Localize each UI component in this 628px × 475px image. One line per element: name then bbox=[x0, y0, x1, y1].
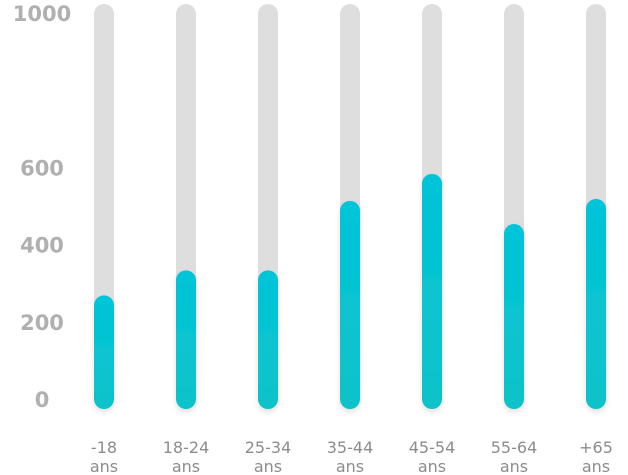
x-tick-label: -18 ans bbox=[90, 438, 118, 475]
bar bbox=[504, 224, 524, 409]
x-tick-label: 18-24 ans bbox=[163, 438, 210, 475]
y-axis: 0 200 400 600 1000 bbox=[13, 2, 71, 412]
bar bbox=[176, 270, 196, 409]
x-tick-label: 55-64 ans bbox=[491, 438, 538, 475]
y-tick-label: 600 bbox=[20, 156, 64, 180]
bar bbox=[94, 295, 114, 409]
bars bbox=[94, 173, 606, 409]
bar bbox=[422, 173, 442, 409]
y-tick-label: 0 bbox=[35, 388, 50, 412]
x-tick-label: +65 ans bbox=[579, 438, 613, 475]
bar bbox=[340, 200, 360, 409]
x-tick-label: 25-34 ans bbox=[245, 438, 292, 475]
bar bbox=[586, 198, 606, 409]
y-tick-label: 1000 bbox=[13, 2, 71, 26]
x-tick-label: 45-54 ans bbox=[409, 438, 456, 475]
x-axis: -18 ans 18-24 ans 25-34 ans 35-44 ans 45-54 ans 55… bbox=[90, 438, 613, 475]
x-tick-label: 35-44 ans bbox=[327, 438, 374, 475]
y-tick-label: 400 bbox=[20, 234, 64, 258]
bar bbox=[258, 270, 278, 409]
y-tick-label: 200 bbox=[20, 311, 64, 335]
